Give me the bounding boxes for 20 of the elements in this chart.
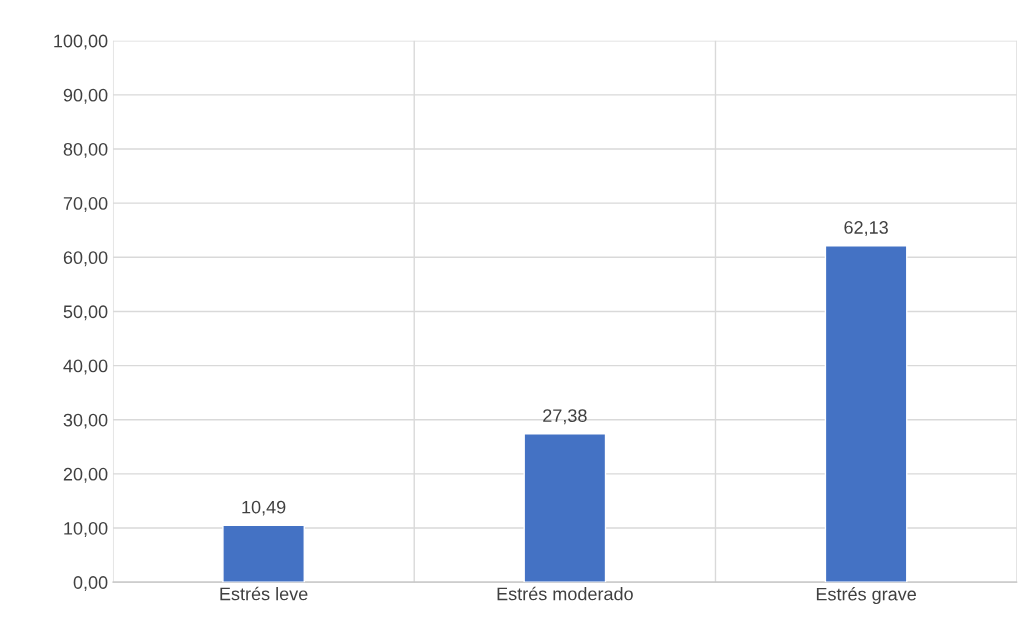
- data-label: 27,38: [543, 409, 587, 425]
- y-tick-label: 30,00: [63, 413, 108, 429]
- y-tick-label: 80,00: [63, 142, 108, 158]
- y-tick-label: 10,00: [64, 521, 108, 537]
- x-tick-label: Estrés moderado: [497, 586, 633, 601]
- bar: [824, 245, 908, 583]
- y-tick-label: 40,00: [63, 359, 108, 375]
- x-tick-label: Estrés grave: [816, 587, 916, 605]
- data-label: 10,49: [242, 500, 286, 516]
- y-tick-label: 100,00: [54, 34, 108, 50]
- bar: [222, 524, 305, 583]
- y-tick-label: 70,00: [63, 197, 108, 212]
- y-tick-label: 60,00: [63, 251, 108, 267]
- y-tick-label: 0,00: [73, 576, 108, 592]
- y-tick-label: 50,00: [63, 305, 108, 321]
- data-label: 62,13: [844, 221, 888, 236]
- y-tick-label: 20,00: [63, 467, 108, 483]
- y-tick-label: 90,00: [63, 88, 108, 104]
- x-tick-label: Estrés leve: [220, 586, 308, 601]
- bar: [523, 433, 607, 583]
